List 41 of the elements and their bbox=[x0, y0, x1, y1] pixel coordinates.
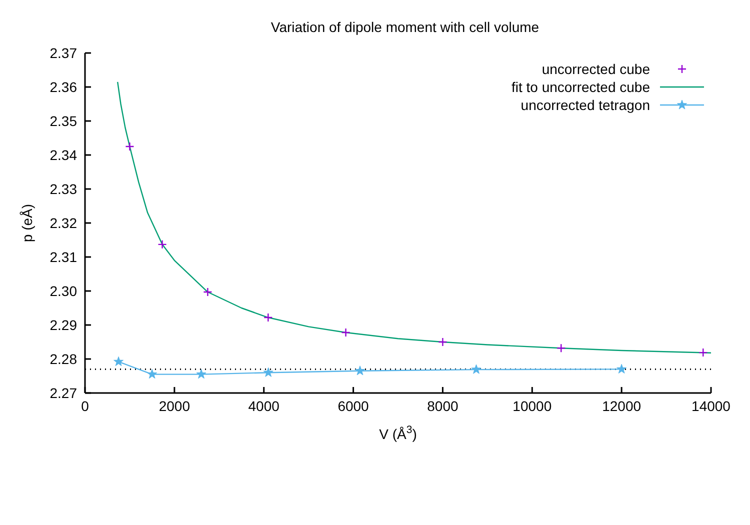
x-tick-label: 10000 bbox=[512, 398, 552, 414]
y-tick-label: 2.31 bbox=[50, 248, 78, 265]
y-tick-label: 2.36 bbox=[50, 78, 78, 95]
y-tick-label: 2.30 bbox=[50, 282, 78, 299]
point bbox=[263, 367, 274, 377]
x-tick-label: 12000 bbox=[602, 398, 642, 414]
x-tick-label: 6000 bbox=[338, 398, 370, 414]
point bbox=[354, 366, 365, 376]
y-tick-label: 2.35 bbox=[50, 112, 78, 129]
point bbox=[264, 312, 273, 322]
y-tick-label: 2.28 bbox=[50, 350, 78, 367]
y-tick-label: 2.27 bbox=[50, 384, 78, 401]
y-axis-title: p (eÅ) bbox=[19, 204, 35, 242]
point bbox=[158, 240, 167, 250]
x-tick-label: 14000 bbox=[692, 398, 731, 414]
point bbox=[341, 328, 350, 338]
y-tick-label: 2.33 bbox=[50, 180, 78, 197]
y-tick-label: 2.32 bbox=[50, 214, 78, 231]
legend-label: fit to uncorrected cube bbox=[511, 78, 650, 96]
x-tick-label: 4000 bbox=[248, 398, 280, 414]
x-tick-label: 8000 bbox=[427, 398, 458, 414]
x-tick-label: 0 bbox=[81, 398, 90, 414]
point bbox=[438, 337, 448, 347]
point bbox=[125, 142, 134, 152]
y-tick-label: 2.34 bbox=[50, 146, 78, 163]
point bbox=[147, 369, 158, 379]
legend-label: uncorrected tetragon bbox=[520, 96, 650, 114]
line-series bbox=[116, 81, 711, 354]
y-tick-label: 2.29 bbox=[50, 316, 78, 333]
x-tick-label: 2000 bbox=[158, 398, 190, 414]
point bbox=[556, 344, 566, 353]
point bbox=[698, 348, 708, 358]
point bbox=[471, 364, 482, 374]
point bbox=[616, 364, 627, 374]
point bbox=[203, 287, 212, 297]
point bbox=[196, 369, 206, 379]
x-axis-title: V (Å$^{3}$) bbox=[379, 424, 417, 442]
point bbox=[114, 356, 124, 366]
y-tick-label: 2.37 bbox=[50, 44, 78, 61]
legend-label: uncorrected cube bbox=[542, 60, 650, 78]
chart-title: Variation of dipole moment with cell volume bbox=[270, 19, 540, 35]
